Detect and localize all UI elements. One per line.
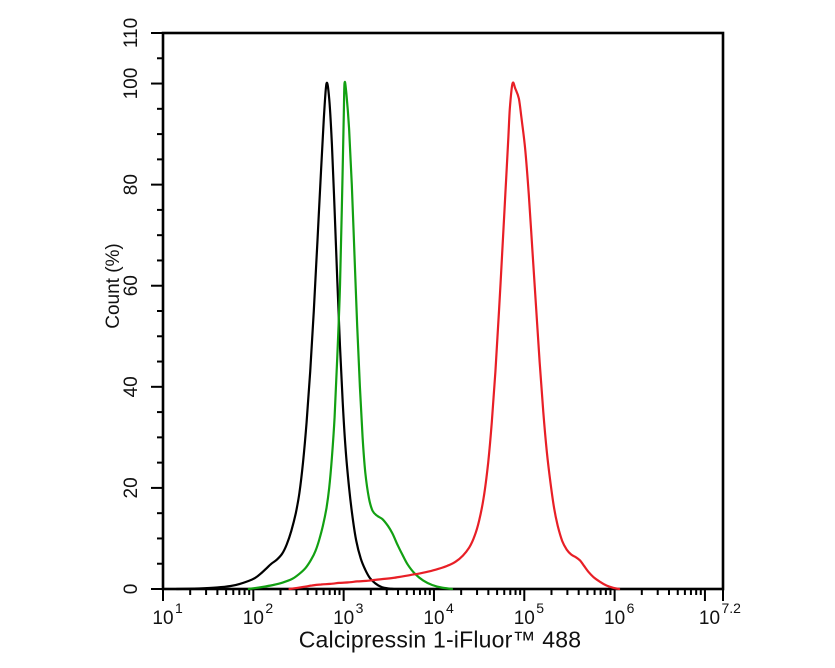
x-tick-label-base: 10 [514, 608, 535, 629]
x-tick-label-base: 10 [152, 608, 173, 629]
y-tick-label: 0 [121, 584, 142, 595]
y-tick-label: 20 [121, 477, 142, 498]
plot-border [161, 31, 725, 591]
black-curve [175, 81, 395, 591]
x-tick-label-base: 10 [423, 608, 444, 629]
y-tick-label: 100 [121, 68, 142, 100]
x-axis-title: Calcipressin 1-iFluor™ 488 [298, 626, 582, 653]
y-tick-label: 110 [121, 18, 142, 48]
x-tick-label-exponent: 3 [356, 600, 364, 616]
y-tick-label: 60 [121, 275, 142, 296]
plot-frame [161, 31, 725, 591]
x-tick-label-exponent: 6 [627, 600, 635, 616]
red-curve [288, 81, 621, 591]
x-tick-label-base: 10 [333, 608, 354, 629]
x-tick-label-exponent: 1 [175, 600, 183, 616]
x-tick-label-exponent: 2 [265, 600, 273, 616]
curves-layer [175, 80, 621, 591]
x-tick-label-base: 10 [699, 608, 720, 629]
green-curve [247, 80, 454, 591]
y-axis-title: Count (%) [103, 243, 124, 329]
x-tick-label-base: 10 [604, 608, 625, 629]
x-tick-label-base: 10 [243, 608, 264, 629]
x-tick-label-exponent: 7.2 [721, 600, 741, 616]
axis-ticks [151, 32, 724, 601]
x-tick-label-exponent: 4 [446, 600, 454, 616]
y-tick-label: 40 [121, 376, 142, 397]
x-tick-label-exponent: 5 [536, 600, 544, 616]
y-tick-label: 80 [121, 174, 142, 195]
